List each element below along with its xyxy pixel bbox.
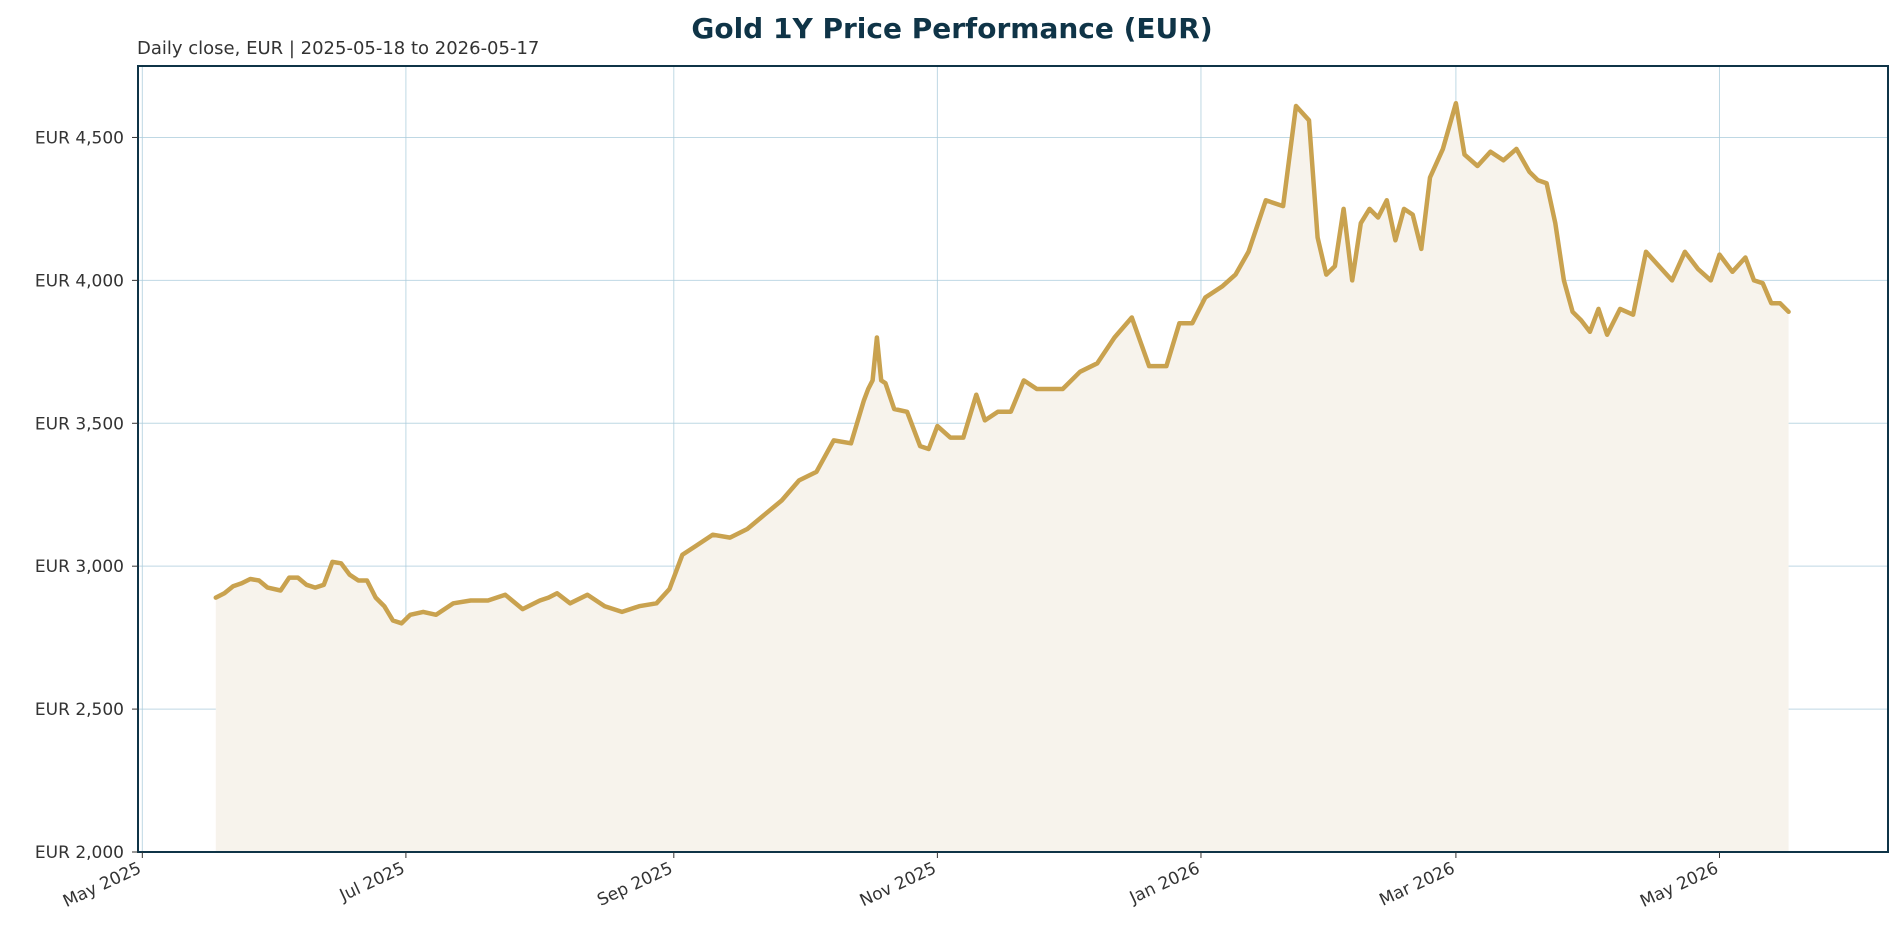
y-tick-label: EUR 2,500 xyxy=(35,700,124,720)
chart-title: Gold 1Y Price Performance (EUR) xyxy=(691,12,1212,45)
x-tick-label: Nov 2025 xyxy=(857,858,940,911)
x-tick-label: Jul 2025 xyxy=(336,858,408,906)
y-tick-label: EUR 3,500 xyxy=(35,414,124,434)
y-tick-label: EUR 4,500 xyxy=(35,128,124,148)
y-tick-label: EUR 3,000 xyxy=(35,557,124,577)
chart-subtitle: Daily close, EUR | 2025-05-18 to 2026-05… xyxy=(137,38,539,59)
y-tick-label: EUR 4,000 xyxy=(35,271,124,291)
x-axis: May 2025 Jul 2025 Sep 2025 Nov 2025 Jan 2026… xyxy=(60,852,1722,912)
x-tick-label: May 2026 xyxy=(1637,858,1721,912)
x-tick-label: Mar 2026 xyxy=(1376,858,1458,910)
y-tick-label: EUR 2,000 xyxy=(35,843,124,863)
y-axis: EUR 2,000 EUR 2,500 EUR 3,000 EUR 3,500 EUR … xyxy=(35,128,138,863)
price-line xyxy=(213,100,1791,626)
x-tick-label: Jan 2026 xyxy=(1126,858,1203,908)
x-tick-label: May 2025 xyxy=(60,858,144,912)
plot-frame xyxy=(137,65,1889,853)
x-tick-label: Sep 2025 xyxy=(594,858,676,910)
price-area-fill xyxy=(215,103,1789,852)
